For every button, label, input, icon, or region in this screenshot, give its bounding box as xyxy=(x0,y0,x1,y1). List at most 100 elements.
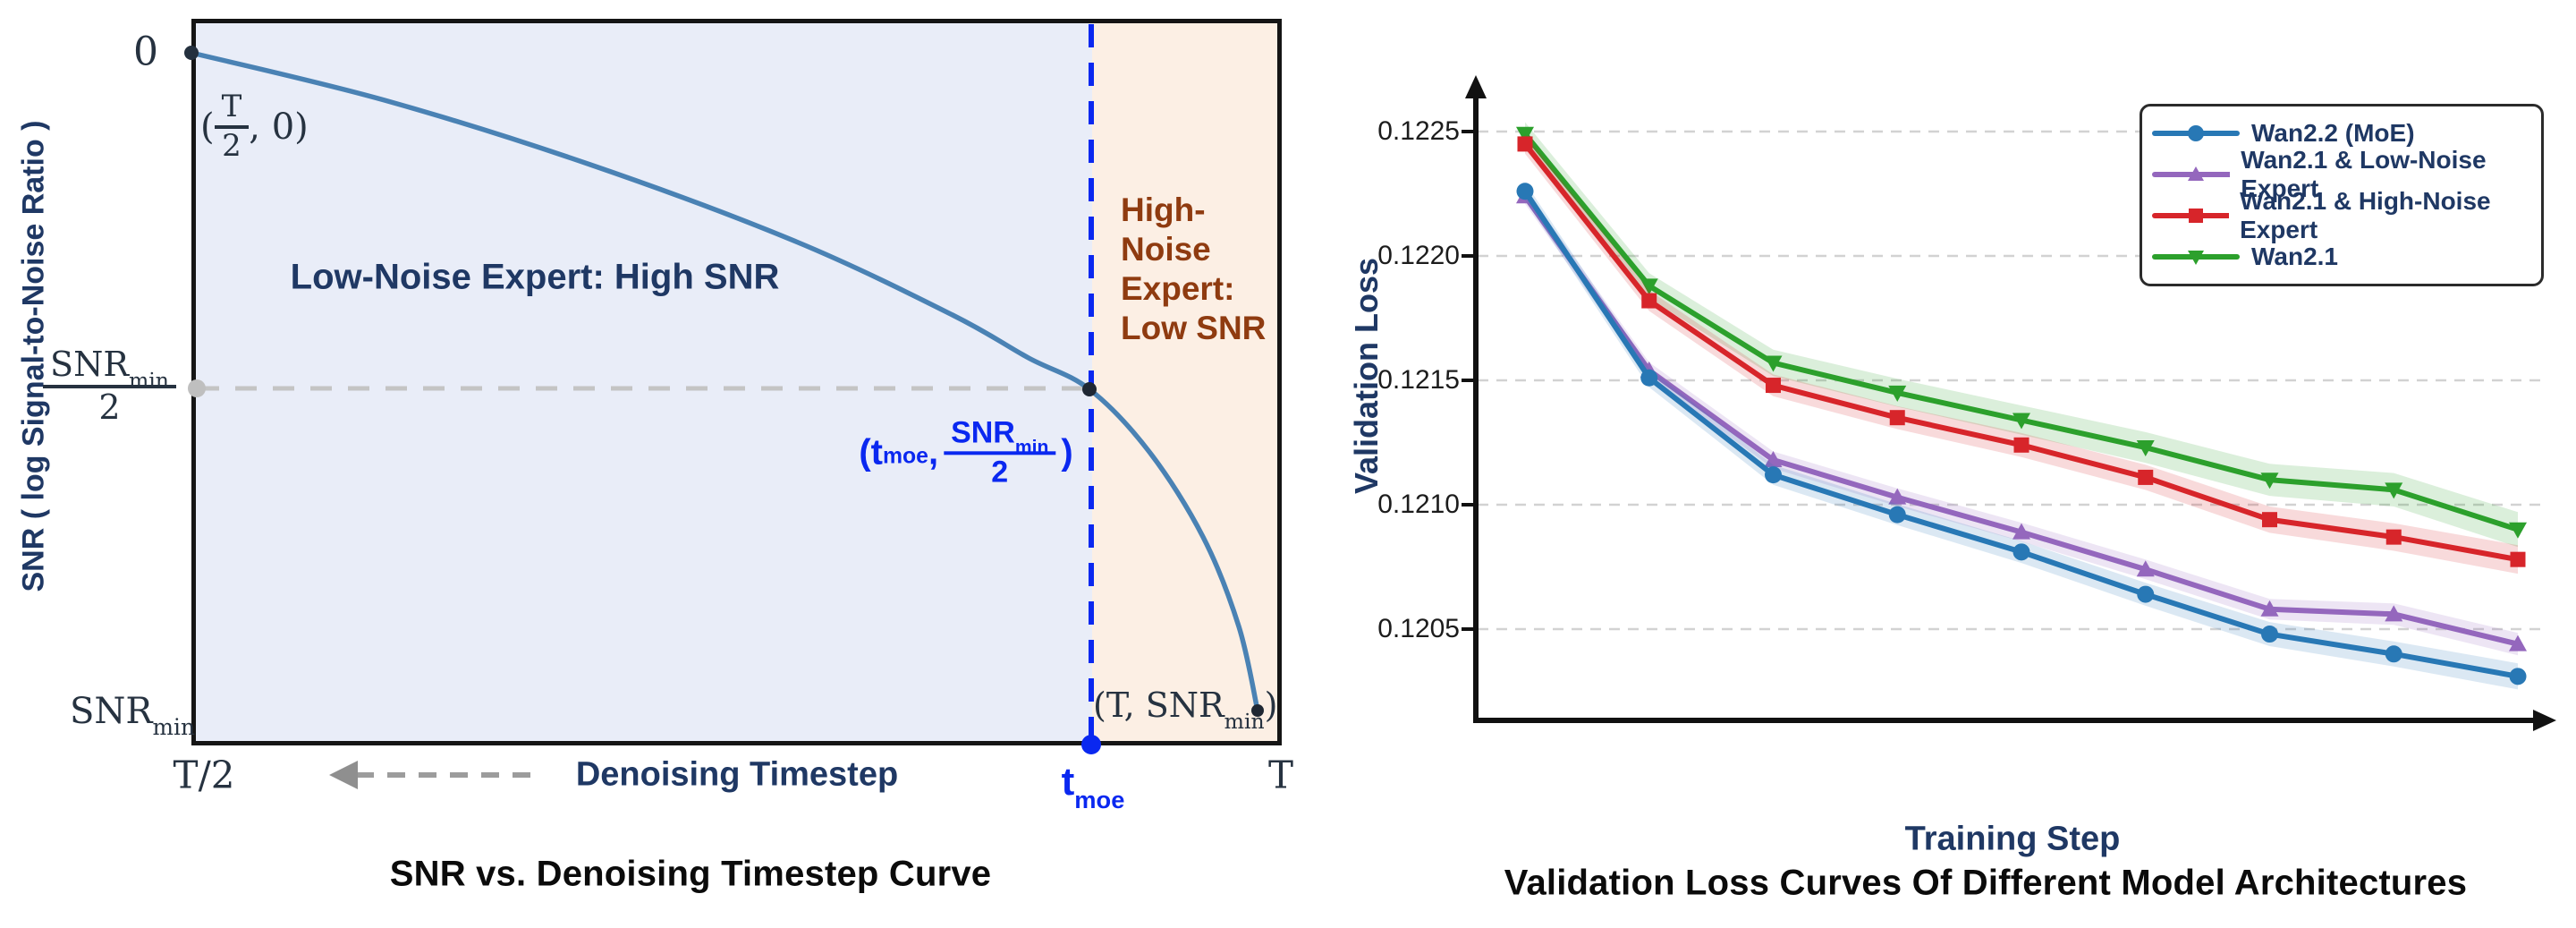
end-point-label: (T, SNRmin) xyxy=(1093,685,1278,732)
data-point-triangle-down xyxy=(1764,355,1783,372)
legend-swatch xyxy=(2152,251,2240,265)
origin-fraction: T 2 xyxy=(214,90,250,164)
tmoe-point-label: (t moe, SNRmin 2 ) xyxy=(859,415,1073,489)
legend-marker-triangle-down-icon xyxy=(2188,251,2204,265)
data-point-circle xyxy=(1640,369,1658,387)
origin-num: T xyxy=(214,90,250,129)
tmoe-tick-base: t xyxy=(1061,760,1075,804)
high-noise-line-1: High- xyxy=(1121,192,1206,228)
right-x-axis-label: Training Step xyxy=(1904,820,2121,858)
data-point-triangle-down xyxy=(2385,482,2403,499)
tmoe-intersection-point xyxy=(1082,382,1097,396)
data-point-triangle-down xyxy=(2012,413,2030,430)
high-noise-region xyxy=(1092,23,1278,741)
left-chart-caption: SNR vs. Denoising Timestep Curve xyxy=(389,854,992,894)
y-tick-label: 0.1225 xyxy=(1377,116,1460,146)
left-xtick-tmoe: tmoe xyxy=(1061,760,1125,812)
high-noise-line-4: Low SNR xyxy=(1121,310,1267,346)
tmoe-frac-den: 2 xyxy=(991,455,1009,489)
legend-marker-circle-icon xyxy=(2188,125,2204,141)
x-axis-arrow-icon xyxy=(2533,710,2556,731)
snr-half-num: SNRmin xyxy=(43,345,176,391)
tmoe-frac-sub: min xyxy=(1014,436,1049,457)
data-point-square xyxy=(2385,529,2402,545)
data-point-triangle-up xyxy=(2012,523,2030,540)
origin-open: ( xyxy=(200,106,215,148)
data-point-square xyxy=(2510,551,2526,567)
legend-marker-triangle-up-icon xyxy=(2188,166,2204,181)
data-point-triangle-up xyxy=(1764,450,1783,467)
low-noise-region-label: Low-Noise Expert: High SNR xyxy=(290,257,780,297)
data-point-triangle-up xyxy=(2385,605,2403,622)
snr-half-sub: min xyxy=(128,367,169,393)
data-point-square xyxy=(2262,512,2277,528)
left-tick-zero: 0 xyxy=(133,29,158,75)
legend-label: Wan2.2 (MoE) xyxy=(2251,119,2415,147)
left-tick-snr-half: SNRmin 2 xyxy=(36,345,183,427)
high-noise-line-2: Noise xyxy=(1121,231,1211,268)
snr-min-base: SNR xyxy=(70,691,153,732)
y-tick-label: 0.1215 xyxy=(1377,365,1460,395)
data-point-triangle-down xyxy=(2260,473,2279,490)
tmoe-label-open: (t xyxy=(859,432,883,473)
data-point-circle xyxy=(1765,466,1782,484)
tmoe-label-comma: , xyxy=(928,432,939,473)
legend-item: Wan2.1 & Low-Noise Expert xyxy=(2151,146,2532,202)
left-x-axis-label: Denoising Timestep xyxy=(575,755,899,794)
end-label-post: ) xyxy=(1264,685,1278,725)
data-point-circle xyxy=(2012,543,2030,561)
legend: Wan2.2 (MoE) Wan2.1 & Low-Noise Expert Wan… xyxy=(2140,104,2544,286)
y-tick-label: 0.1220 xyxy=(1377,241,1460,270)
data-point-circle xyxy=(2137,585,2155,603)
data-point-square xyxy=(2013,437,2029,453)
tmoe-label-fraction: SNRmin 2 xyxy=(944,415,1056,489)
left-xtick-t: T xyxy=(1267,753,1294,797)
legend-swatch xyxy=(2152,209,2230,223)
legend-item: Wan2.1 xyxy=(2151,237,2532,277)
end-point xyxy=(1251,704,1264,717)
right-chart-caption: Validation Loss Curves Of Different Mode… xyxy=(1504,863,2468,903)
data-point-triangle-down xyxy=(1516,126,1534,143)
snr-curve xyxy=(189,50,1260,713)
snr-half-den: 2 xyxy=(98,387,121,427)
legend-item: Wan2.1 & High-Noise Expert xyxy=(2151,187,2532,243)
end-label-sub: min xyxy=(1224,708,1265,734)
data-point-circle xyxy=(1888,506,1906,524)
origin-den: 2 xyxy=(222,127,242,164)
tmoe-frac-num: SNRmin xyxy=(944,415,1056,457)
data-point-square xyxy=(1641,293,1657,309)
tmoe-label-close: ) xyxy=(1061,432,1073,473)
y-tick-label: 0.1210 xyxy=(1377,490,1460,519)
data-point-square xyxy=(1517,136,1533,152)
legend-label: Wan2.1 xyxy=(2251,243,2338,270)
origin-point xyxy=(184,46,199,60)
legend-label: Wan2.1 & Low-Noise Expert xyxy=(2241,146,2487,202)
data-point-square xyxy=(1889,410,1905,426)
data-point-triangle-down xyxy=(2509,522,2527,539)
low-noise-region xyxy=(196,23,1092,741)
end-label-pre: (T, SNR xyxy=(1093,685,1224,725)
data-point-triangle-up xyxy=(1888,488,1907,505)
data-point-triangle-down xyxy=(1640,278,1658,295)
y-tick-label: 0.1205 xyxy=(1377,614,1460,643)
legend-swatch xyxy=(2152,166,2231,181)
left-xtick-t-half: T/2 xyxy=(173,753,235,797)
legend-item: Wan2.2 (MoE) xyxy=(2151,114,2532,153)
tmoe-axis-dot xyxy=(1081,735,1101,754)
data-point-circle xyxy=(2261,626,2278,643)
high-noise-region-label: High- Noise Expert: Low SNR xyxy=(1121,191,1266,348)
timestep-direction-arrow-icon xyxy=(329,761,358,789)
origin-rest: , 0) xyxy=(249,106,309,148)
data-point-triangle-up xyxy=(2260,600,2279,617)
left-tick-snr-min: SNRmin xyxy=(70,691,195,738)
snr-half-axis-dot xyxy=(188,379,206,397)
data-point-square xyxy=(1766,378,1781,394)
legend-swatch xyxy=(2152,125,2240,141)
legend-label: Wan2.1 & High-Noise Expert xyxy=(2240,187,2491,243)
tmoe-frac-base: SNR xyxy=(951,415,1015,450)
data-point-triangle-down xyxy=(1888,385,1907,402)
snr-half-base: SNR xyxy=(50,345,129,384)
snr-min-sub: min xyxy=(152,714,195,741)
